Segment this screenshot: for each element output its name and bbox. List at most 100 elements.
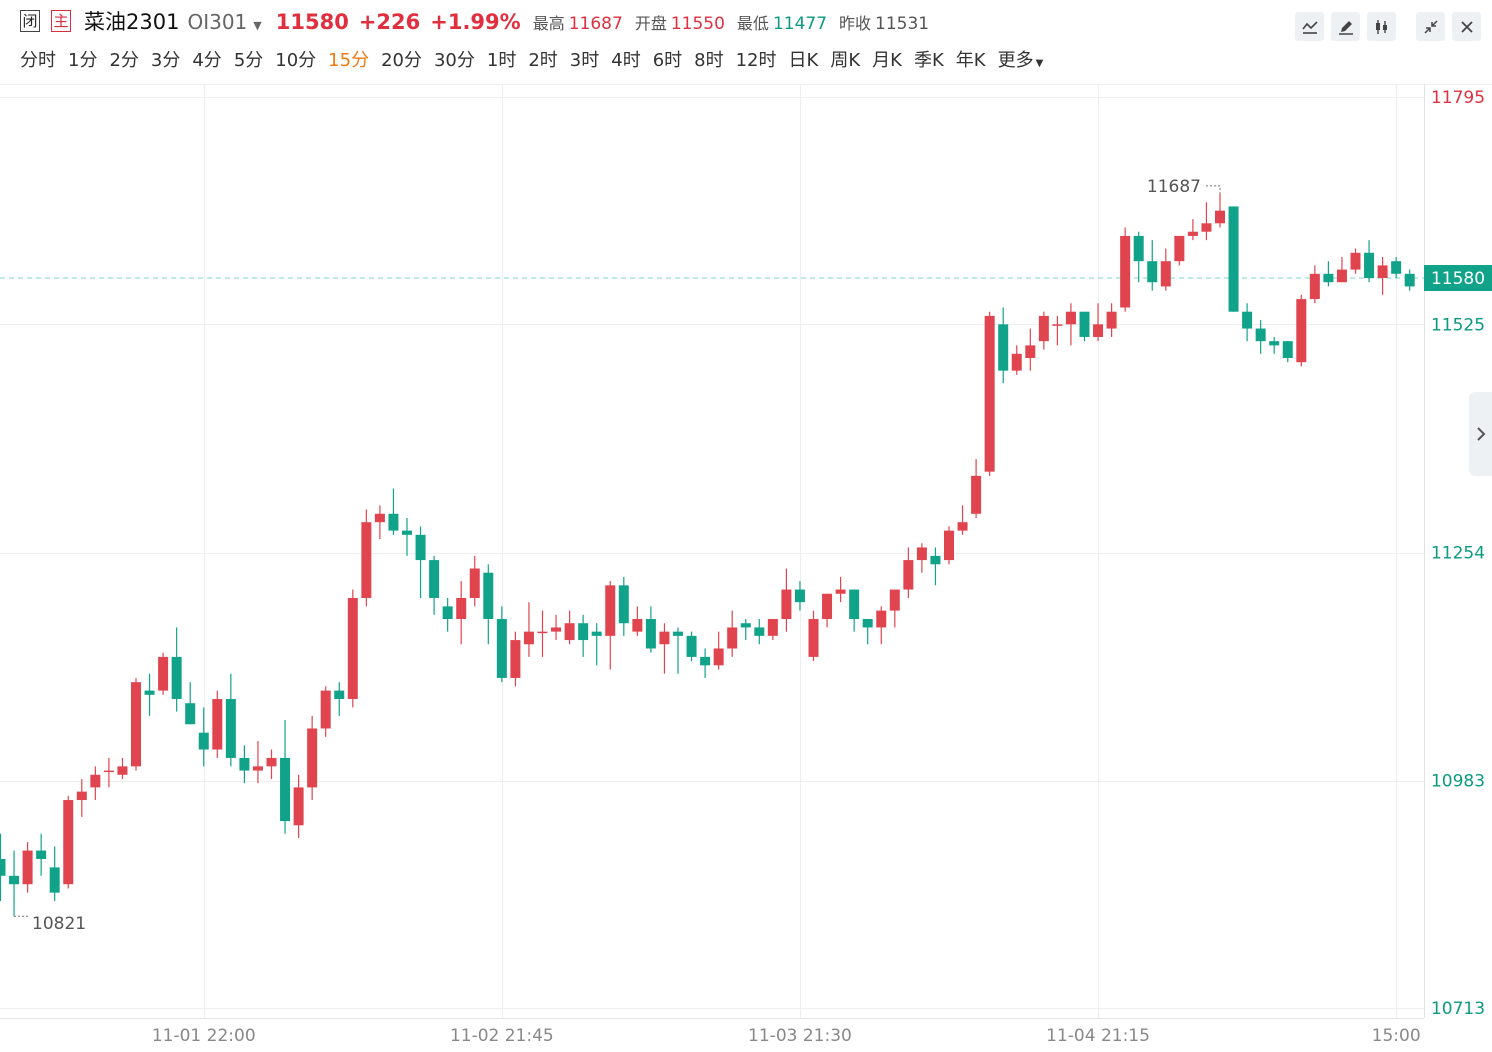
period-item[interactable]: 12时 xyxy=(735,50,777,71)
candle-body xyxy=(510,640,521,678)
price-change: +226 xyxy=(358,10,421,34)
candle-body xyxy=(1038,315,1049,342)
chevron-down-icon[interactable]: ▼ xyxy=(253,19,262,32)
candle-body xyxy=(957,522,968,531)
period-item[interactable]: 3分 xyxy=(150,50,181,71)
candle-body xyxy=(36,850,47,859)
candle-body xyxy=(22,850,33,885)
candle-body xyxy=(794,589,805,603)
candle-body xyxy=(1025,345,1036,359)
candle-body xyxy=(1269,341,1280,346)
candle-body xyxy=(469,568,480,598)
period-item[interactable]: 3时 xyxy=(569,50,600,71)
candle-body xyxy=(266,757,277,767)
candle-body xyxy=(645,619,656,649)
x-tick-label: 11-01 22:00 xyxy=(152,1026,256,1046)
candle-body xyxy=(659,631,670,645)
candle-body xyxy=(361,522,372,598)
candle-body xyxy=(76,791,87,801)
candle-body xyxy=(198,732,209,750)
candle-body xyxy=(1228,206,1239,312)
chevron-down-icon: ▼ xyxy=(1035,58,1044,69)
candle-body xyxy=(307,728,318,788)
period-item[interactable]: 1分 xyxy=(68,50,98,71)
line-chart-icon[interactable] xyxy=(1295,12,1324,41)
candle-body xyxy=(1215,210,1225,224)
candle-body xyxy=(456,597,467,620)
candle-body xyxy=(727,627,738,649)
y-tick-label: 10713 xyxy=(1431,999,1485,1019)
x-tick-label: 15:00 xyxy=(1372,1026,1421,1046)
period-item[interactable]: 30分 xyxy=(433,50,475,71)
period-item[interactable]: 年K xyxy=(955,50,986,71)
period-item[interactable]: 月K xyxy=(872,50,902,71)
candle-body xyxy=(1093,324,1104,337)
period-item[interactable]: 2分 xyxy=(109,50,139,71)
period-item[interactable]: 日K xyxy=(788,50,819,71)
period-item[interactable]: 8时 xyxy=(694,50,724,71)
candle-body xyxy=(740,623,751,628)
candle-body xyxy=(252,766,263,771)
candle-body xyxy=(158,656,169,691)
candle-body xyxy=(103,770,114,773)
period-item[interactable]: 10分 xyxy=(275,50,317,71)
side-panel-toggle[interactable] xyxy=(1469,392,1492,476)
candle-body xyxy=(1079,311,1090,337)
candle-body xyxy=(700,656,711,666)
candle-body xyxy=(334,690,345,700)
candlestick-chart[interactable]: 11687 10821 11795 11525 11254 10983 10713 11580… xyxy=(0,84,1492,1052)
min-price-label: 10821 xyxy=(32,914,86,934)
candlestick-icon[interactable] xyxy=(1367,12,1396,41)
candle-body xyxy=(1350,252,1361,270)
instrument-code[interactable]: OI301 xyxy=(187,10,248,34)
candle-body xyxy=(1282,341,1293,359)
current-price-tag xyxy=(1424,265,1492,292)
period-item[interactable]: 15分 xyxy=(328,50,370,71)
current-price-label: 11580 xyxy=(1431,269,1485,289)
candle-body xyxy=(916,547,927,561)
close-icon[interactable] xyxy=(1452,12,1481,41)
high-value: 11687 xyxy=(568,14,623,34)
period-item[interactable]: 4分 xyxy=(192,50,222,71)
candle-body xyxy=(876,610,887,628)
period-item[interactable]: 分时 xyxy=(20,50,56,71)
candle-body xyxy=(1296,299,1307,363)
candle-body xyxy=(1133,235,1144,262)
draw-icon[interactable] xyxy=(1331,12,1360,41)
candle-body xyxy=(90,774,101,788)
candle-body xyxy=(225,699,236,758)
period-item[interactable]: 1时 xyxy=(486,50,517,71)
period-item[interactable]: 6时 xyxy=(652,50,683,71)
candle-body xyxy=(822,593,833,620)
candle-body xyxy=(117,766,128,775)
main-contract-badge: 主 xyxy=(51,10,71,32)
period-more[interactable]: 更多 ▼ xyxy=(998,46,1044,74)
period-selector: 分时 1分 2分 3分 4分 5分 10分 15分 20分 30分 1时 2时 3时 4时 6时 8时 12时日… xyxy=(20,46,1055,74)
candle-body xyxy=(1377,265,1388,279)
collapse-icon[interactable] xyxy=(1416,12,1445,41)
candle-body xyxy=(1201,223,1212,232)
period-item[interactable]: 5分 xyxy=(233,50,264,71)
instrument-name: 菜油2301 xyxy=(84,10,180,34)
x-tick-label: 11-04 21:15 xyxy=(1046,1026,1150,1046)
y-tick-label: 11525 xyxy=(1431,315,1485,335)
high-label: 最高 xyxy=(532,14,565,33)
chevron-right-icon xyxy=(1476,427,1485,441)
quote-summary: 菜油2301 OI301 ▼ 11580 +226 +1.99% 最高 1168… xyxy=(84,6,929,36)
period-item[interactable]: 季K xyxy=(913,50,944,71)
period-item[interactable]: 4时 xyxy=(611,50,641,71)
candle-body xyxy=(320,690,331,729)
period-item[interactable]: 2时 xyxy=(528,50,558,71)
candle-body xyxy=(171,656,182,700)
candle-body xyxy=(564,623,575,641)
period-item[interactable]: 周K xyxy=(830,50,861,71)
candle-body xyxy=(347,597,358,700)
candle-body xyxy=(632,619,643,632)
candle-body xyxy=(1174,235,1185,262)
candle-body xyxy=(537,631,548,634)
candle-body xyxy=(1160,261,1171,287)
period-item[interactable]: 20分 xyxy=(381,50,422,71)
candle-body xyxy=(496,619,507,678)
candle-body xyxy=(903,560,914,590)
candle-body xyxy=(1364,252,1375,279)
